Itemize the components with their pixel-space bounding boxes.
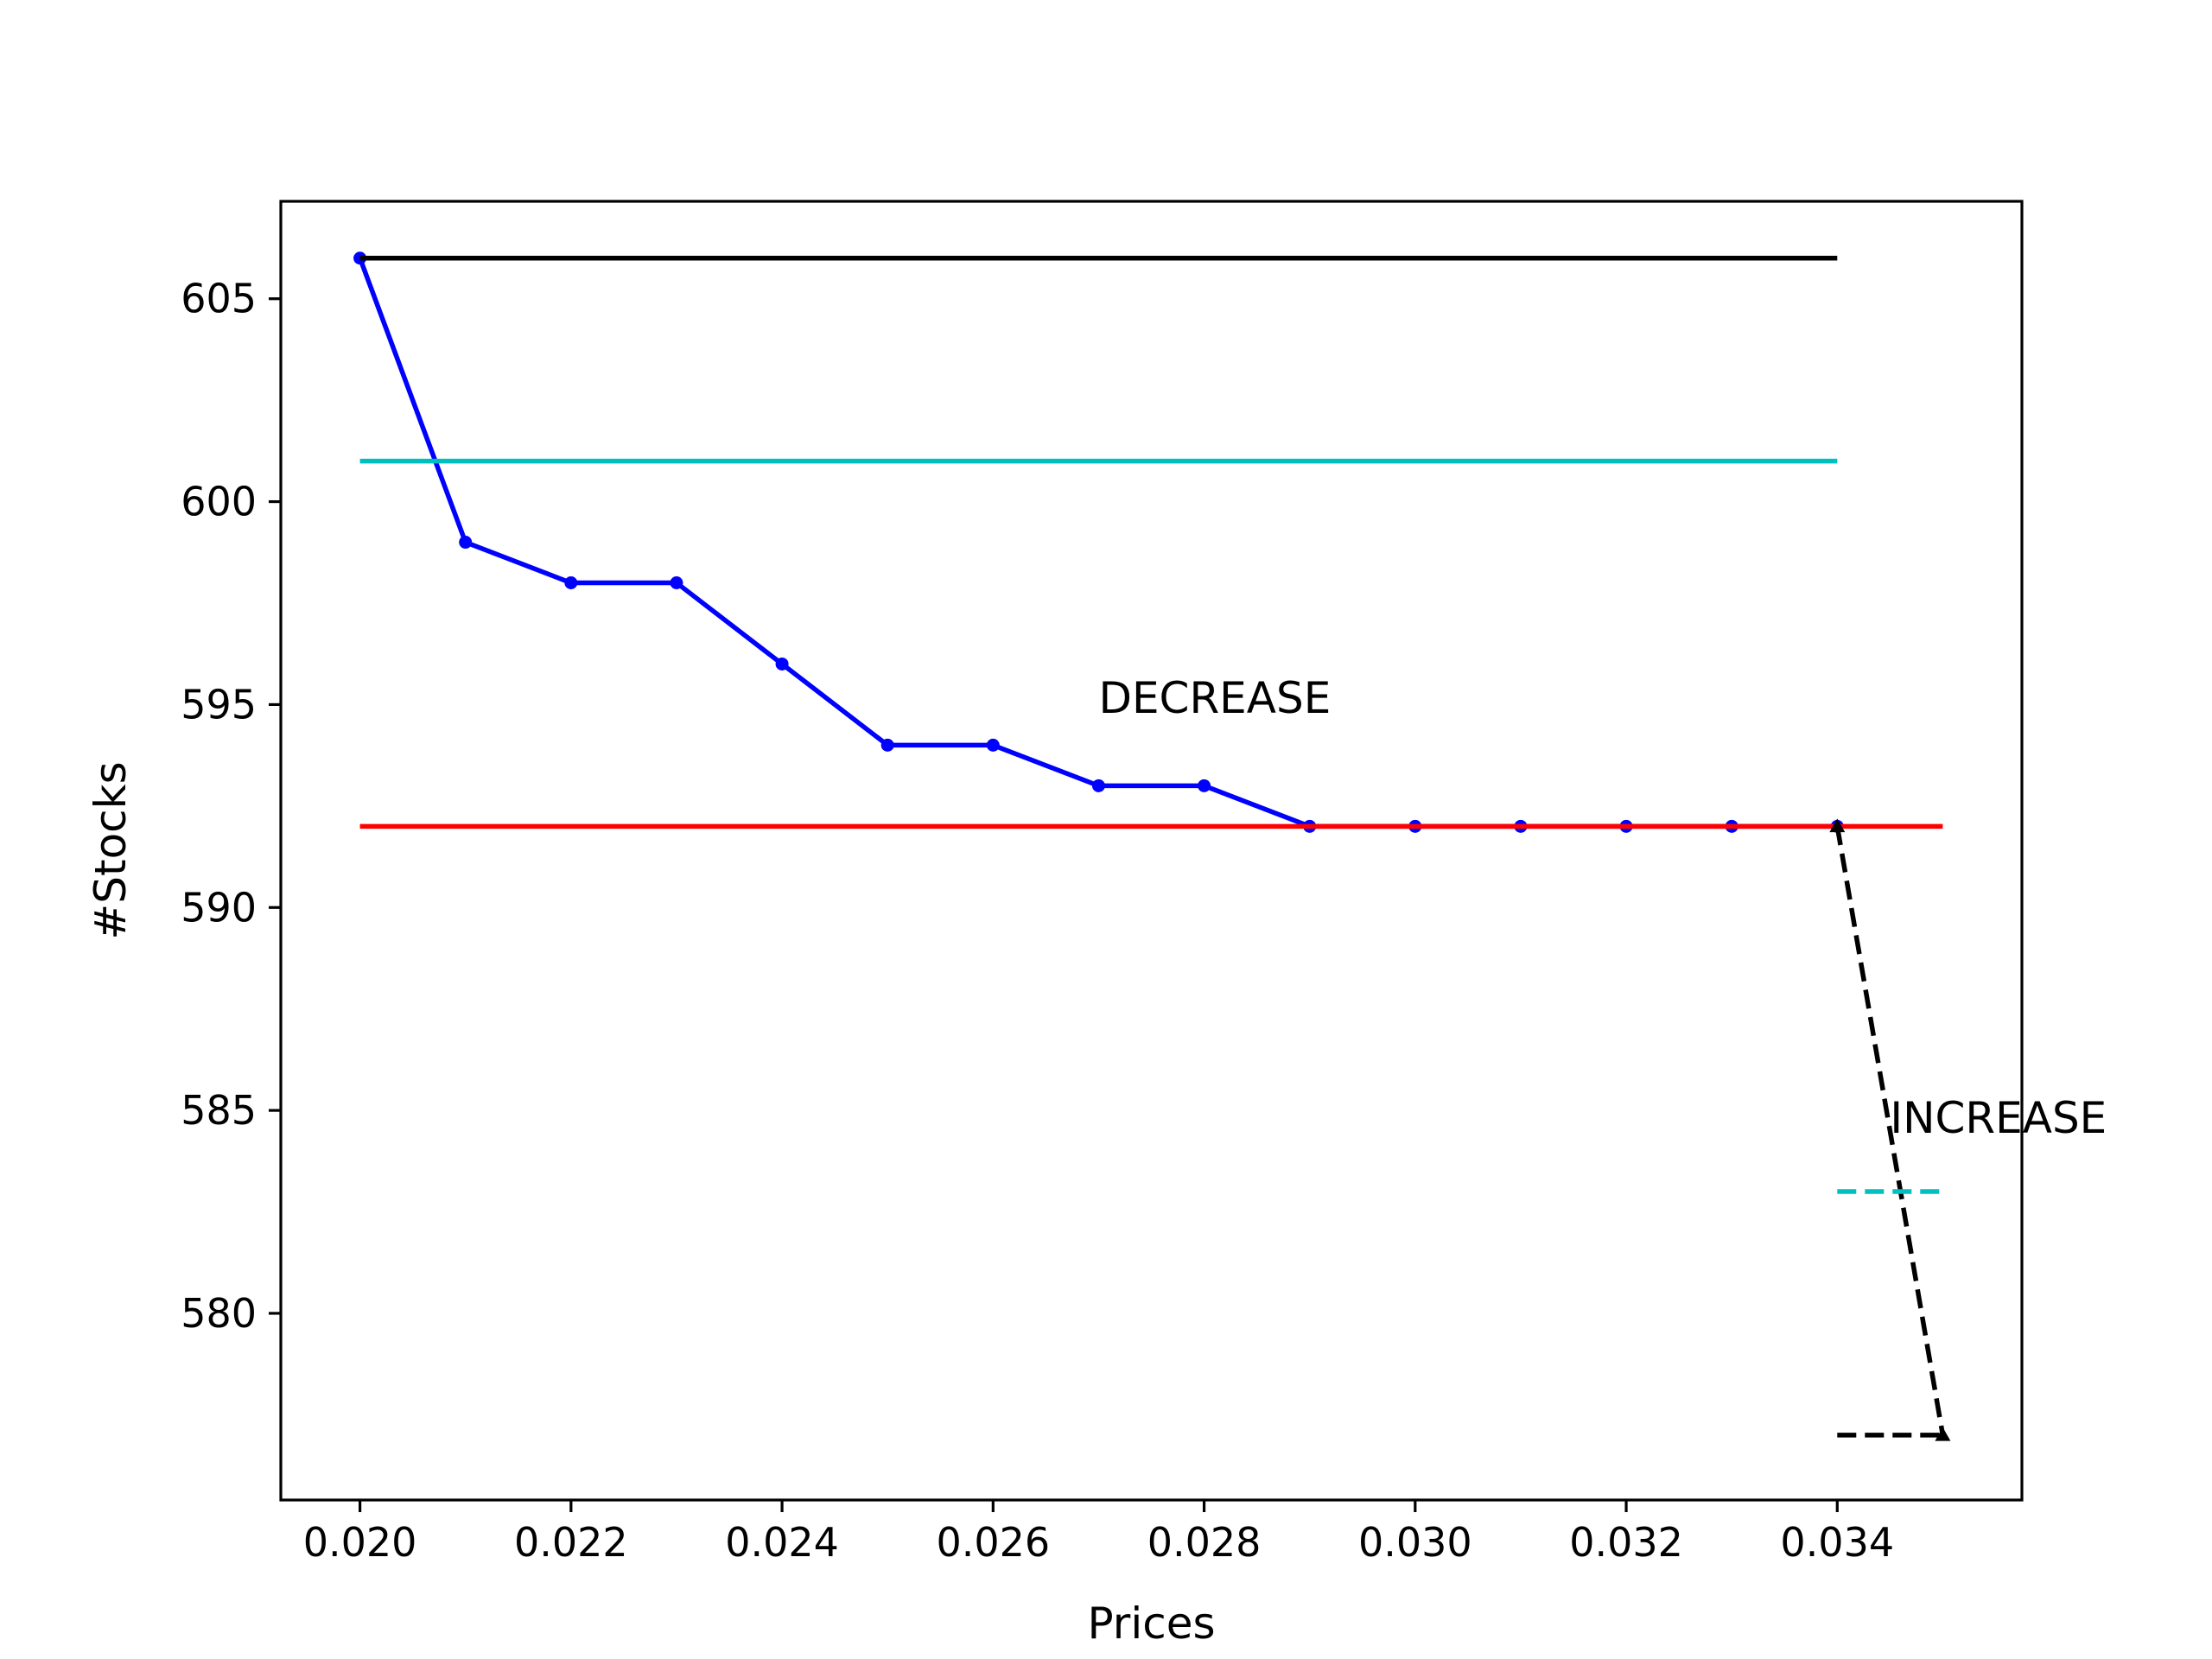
data-point <box>1198 779 1211 792</box>
y-axis-label: #Stocks <box>86 761 136 939</box>
data-point <box>775 657 789 671</box>
y-tick-label: 600 <box>181 479 257 525</box>
y-tick-label: 580 <box>181 1290 257 1337</box>
data-point <box>1091 779 1105 792</box>
data-point <box>880 738 894 752</box>
y-tick-label: 605 <box>181 276 257 322</box>
x-tick-label: 0.024 <box>725 1519 839 1566</box>
x-tick-label: 0.034 <box>1780 1519 1894 1566</box>
data-point <box>986 738 1000 752</box>
x-axis: 0.020 0.022 0.024 0.026 0.028 0.030 0.032 0.034 <box>303 1500 1894 1566</box>
x-tick-label: 0.030 <box>1358 1519 1472 1566</box>
y-axis: 580 585 590 595 600 605 <box>181 276 281 1337</box>
annotation-increase: INCREASE <box>1890 1093 2107 1143</box>
data-point <box>564 576 578 590</box>
x-tick-label: 0.026 <box>936 1519 1050 1566</box>
triangle-marker <box>1829 818 1846 833</box>
data-point <box>459 536 473 550</box>
series-layer <box>353 251 1951 1441</box>
series-line-4 <box>1834 825 1946 1436</box>
x-axis-label: Prices <box>1087 1599 1215 1649</box>
y-tick-label: 590 <box>181 884 257 931</box>
x-tick-label: 0.028 <box>1147 1519 1262 1566</box>
annotation-decrease: DECREASE <box>1098 673 1331 723</box>
plot-frame <box>279 200 2024 1502</box>
y-tick-label: 595 <box>181 681 257 728</box>
annotation-layer: DECREASE INCREASE <box>1098 673 2107 1143</box>
x-tick-label: 0.032 <box>1569 1519 1683 1566</box>
x-tick-label: 0.022 <box>514 1519 628 1566</box>
y-tick-label: 585 <box>181 1087 257 1134</box>
data-point <box>670 576 683 590</box>
x-tick-label: 0.020 <box>303 1519 417 1566</box>
triangle-marker <box>1935 1427 1951 1441</box>
